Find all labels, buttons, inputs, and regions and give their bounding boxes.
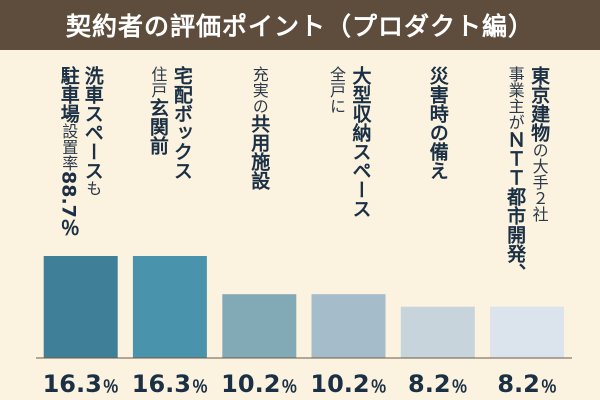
category-label-5-col-1: 災害時の備え xyxy=(427,66,449,180)
category-label-2-col-2: 住戸玄関前 xyxy=(147,66,169,155)
category-label-1-col-2: 駐車場設置率 88.7％ xyxy=(58,65,80,237)
category-label-4-col-2: 全戸に xyxy=(327,66,346,114)
value-labels: 16.3％ 16.3％ 10.2％ 10.2％ 8.2％ 8.2％ xyxy=(43,370,557,398)
bar-3 xyxy=(222,294,297,358)
category-label-1-col-1: 洗車スペースも xyxy=(82,65,104,196)
bars xyxy=(43,256,565,358)
chart-title: 契約者の評価ポイント（プロダクト編） xyxy=(65,12,534,41)
category-label-2-col-1: 宅配ボックス xyxy=(171,65,193,180)
category-label-4-col-1: 大型収納スペース xyxy=(350,65,372,218)
bar-4 xyxy=(311,294,386,358)
value-label-1: 16.3％ xyxy=(43,370,119,398)
chart-title-bar: 契約者の評価ポイント（プロダクト編） xyxy=(0,0,600,50)
value-label-5: 8.2％ xyxy=(408,370,468,398)
value-label-6: 8.2％ xyxy=(497,370,557,398)
category-label-6-col-1: 東京建物の大手２社 xyxy=(528,65,550,222)
bar-2 xyxy=(132,256,207,358)
category-label-3-col-1: 充実の共用施設 xyxy=(248,66,270,191)
value-label-3: 10.2％ xyxy=(221,370,297,398)
category-label-6-col-2: 事業主がＮＴＴ都市開発、 xyxy=(504,66,527,282)
bar-1 xyxy=(43,256,118,358)
value-label-4: 10.2％ xyxy=(310,370,386,398)
bar-6 xyxy=(490,306,565,358)
value-label-2: 16.3％ xyxy=(132,370,208,398)
bar-5 xyxy=(400,306,475,358)
